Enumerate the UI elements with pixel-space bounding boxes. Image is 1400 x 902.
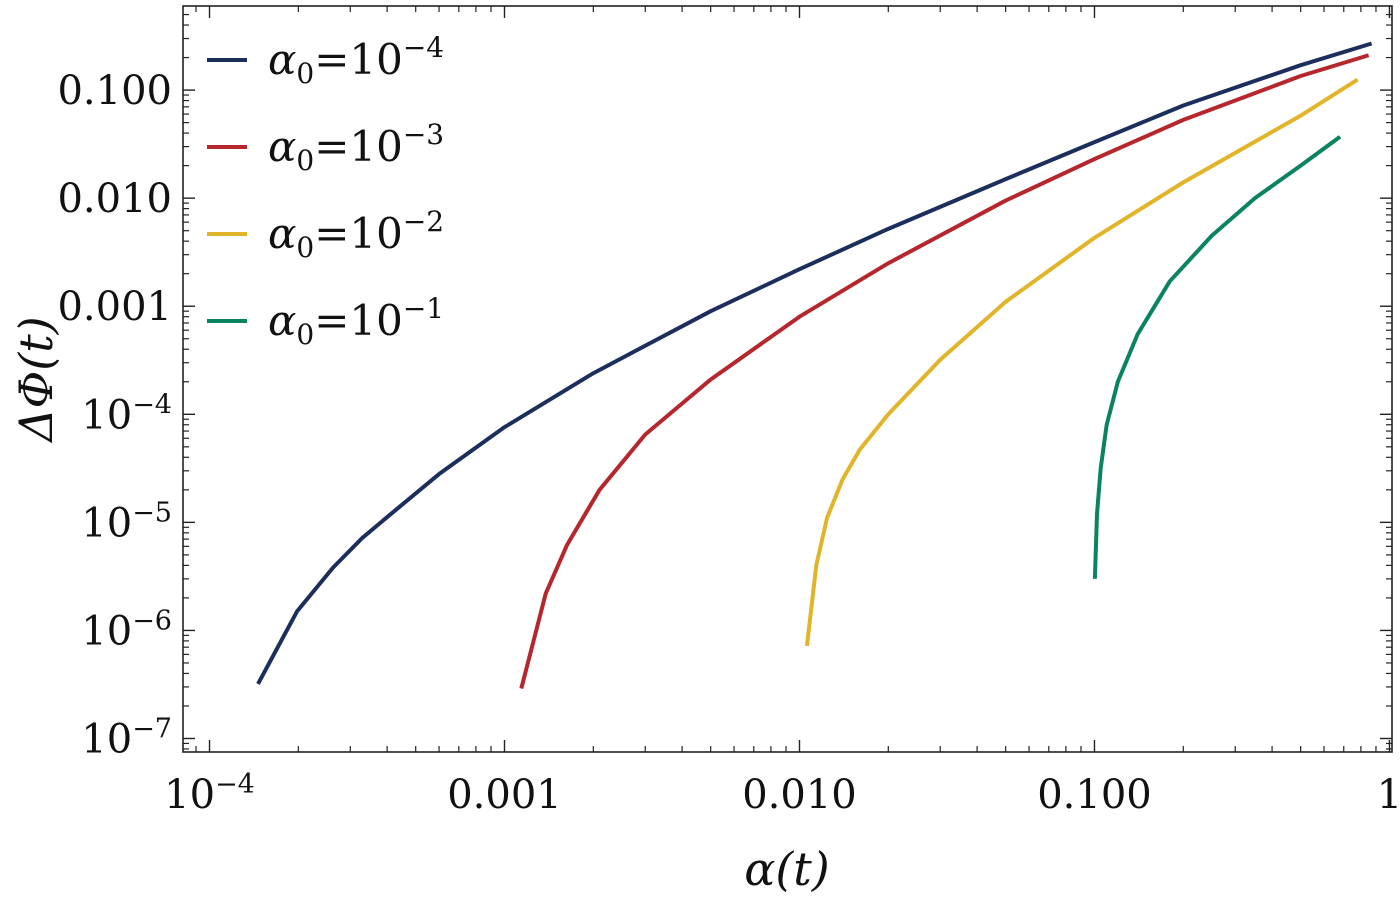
legend: α0=10−4 α0=10−3 α0=10−2 α0=10−1 <box>207 31 444 351</box>
y-tick-label: 10−7 <box>81 713 172 762</box>
y-tick-label: 10−5 <box>81 497 172 546</box>
minor-ticks <box>183 6 1392 752</box>
series-line-1 <box>256 41 1373 685</box>
x-axis-label: α(t) <box>744 842 829 896</box>
major-ticks <box>183 6 1392 752</box>
legend-label-1: α0=10−4 <box>268 31 444 90</box>
y-tick-label: 10−4 <box>81 389 172 438</box>
series-line-4 <box>1092 135 1342 579</box>
y-tick-label: 10−6 <box>81 605 172 654</box>
y-tick-label: 0.100 <box>57 68 172 114</box>
series-lines <box>256 41 1373 690</box>
y-tick-label: 0.010 <box>57 176 172 222</box>
legend-label-4: α0=10−1 <box>268 292 444 351</box>
y-tick-labels: 10−7 10−6 10−5 10−4 0.001 0.010 0.100 <box>57 68 172 762</box>
legend-label-3: α0=10−2 <box>268 205 444 264</box>
y-axis-label: ΔΦ(t) <box>9 316 63 443</box>
series-line-3 <box>804 77 1359 647</box>
legend-label-2: α0=10−3 <box>268 118 444 177</box>
x-tick-label: 10−4 <box>164 769 255 818</box>
x-tick-label: 0.010 <box>742 772 857 818</box>
plot-frame <box>182 5 1393 753</box>
y-tick-label: 0.001 <box>57 284 172 330</box>
series-line-2 <box>519 53 1370 690</box>
x-tick-label: 0.001 <box>447 772 562 818</box>
x-tick-label: 0.100 <box>1037 772 1152 818</box>
x-tick-labels: 10−4 0.001 0.010 0.100 1 <box>164 769 1400 818</box>
x-tick-label: 1 <box>1377 772 1400 818</box>
